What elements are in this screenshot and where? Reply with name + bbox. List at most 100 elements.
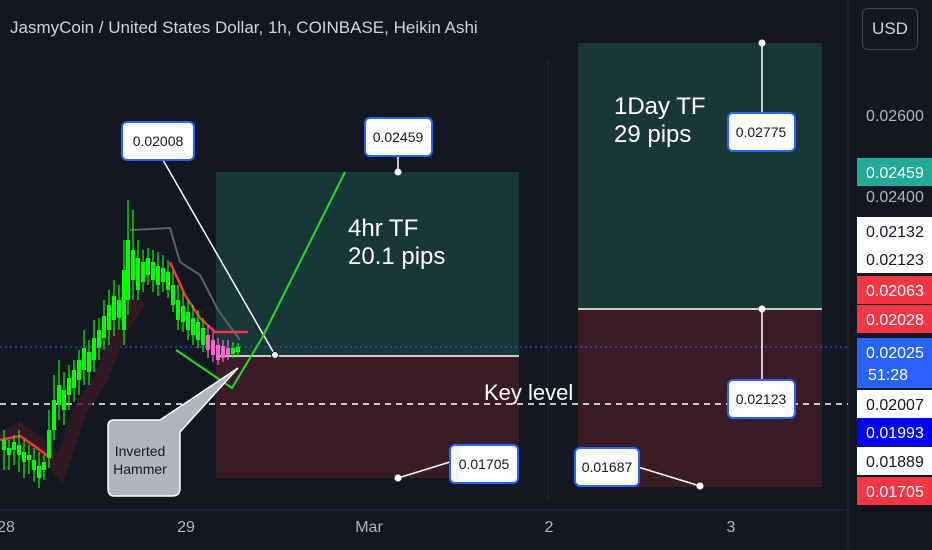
price-label-text-9: 0.01705 [866,484,924,501]
price-scale[interactable]: 0.02459 0.02132 0.02123 0.02063 0.02028 0.020… [857,158,932,505]
candle [97,318,101,360]
anchor-01687[interactable] [696,482,704,490]
callout-02123[interactable]: 0.02123 [727,379,796,419]
inverted-hammer-callout[interactable]: Inverted Hammer [107,367,239,497]
callout-connector-01687 [637,466,701,487]
candle [216,338,220,365]
price-label-text-8: 0.01889 [866,454,924,471]
projection-line [175,171,346,390]
candle [161,255,165,292]
candle [221,340,225,362]
callout-01687[interactable]: 0.01687 [574,447,640,487]
svg-text:0.01687: 0.01687 [582,459,633,475]
candle [37,452,41,488]
candle [236,343,240,356]
svg-text:0.02459: 0.02459 [373,129,424,145]
candle [186,300,190,340]
candle [201,318,205,352]
callout-02775[interactable]: 0.02775 [727,112,796,152]
candle [191,305,195,345]
candle [72,360,76,402]
svg-text:0.02775: 0.02775 [736,124,787,140]
candle [92,320,96,372]
candle [151,250,155,292]
price-label-text-0: 0.02459 [866,165,924,182]
candle [82,330,86,385]
one-day-profit-zone[interactable] [578,43,822,309]
red-trail-lower [0,434,49,457]
callout-02459[interactable]: 0.02459 [364,117,433,157]
candle [231,342,235,358]
candle [211,332,215,362]
candle [107,290,111,345]
candle [112,280,116,336]
candle [7,440,11,470]
svg-text:0.02123: 0.02123 [736,391,787,407]
inverted-hammer-line1: Inverted [115,443,166,459]
price-label-0[interactable]: 0.02459 [857,158,932,186]
lower-band-shadow [0,296,146,485]
x-tick-2: Mar [355,519,383,536]
candle [87,340,91,385]
candle [166,260,170,298]
callout-connector-01705 [397,461,451,479]
price-label-4[interactable]: 0.02028 [857,305,932,333]
price-label-8[interactable]: 0.01889 [857,447,932,475]
candle [52,375,56,440]
x-tick-1: 29 [177,519,195,536]
four-hour-label-line1: 4hr TF [348,215,418,242]
callout-connector-02008 [162,159,276,356]
svg-text:0.01705: 0.01705 [459,456,510,472]
candle [77,350,81,395]
candle [206,325,210,358]
candle [196,310,200,348]
candle [22,440,26,478]
price-label-9[interactable]: 0.01705 [857,477,932,505]
price-label-3[interactable]: 0.02063 [857,276,932,304]
svg-text:0.02008: 0.02008 [133,133,184,149]
anchor-02775[interactable] [758,39,766,47]
anchor-02459[interactable] [394,168,402,176]
candle [42,455,46,480]
price-label-7[interactable]: 0.01993 [857,418,932,446]
candle [27,445,31,474]
candle [226,340,230,360]
y-tick-0: 0.02600 [866,108,924,125]
candle [136,240,140,300]
price-label-text-4: 0.02028 [866,312,924,329]
price-label-1[interactable]: 0.02132 [857,217,932,245]
candle [126,200,130,315]
candle [57,360,61,420]
candle [176,285,180,330]
four-hour-label-line2: 20.1 pips [348,243,445,270]
candle [17,430,21,472]
candle [181,292,185,332]
one-day-label-line2: 29 pips [614,121,691,148]
price-label-text-1: 0.02132 [866,224,924,241]
price-label-5[interactable]: 0.02025 51:28 [857,338,932,388]
currency-button[interactable]: USD [862,8,918,50]
candle [131,210,135,300]
candle [141,250,145,292]
anchor-02008[interactable] [271,351,279,359]
price-label-2[interactable]: 0.02123 [857,245,932,273]
price-label-6[interactable]: 0.02007 [857,390,932,418]
price-label-countdown: 51:28 [868,367,908,384]
candle [47,410,51,468]
red-trail-upper [168,261,248,334]
anchor-02123[interactable] [758,305,766,313]
callout-02008[interactable]: 0.02008 [121,121,195,161]
candle [32,448,36,482]
anchor-01705[interactable] [394,474,402,482]
callout-01705[interactable]: 0.01705 [449,444,519,484]
price-label-text-3: 0.02063 [866,283,924,300]
candle [102,300,106,350]
candle [62,372,66,425]
candle-series [2,200,240,488]
key-level-label: Key level [484,380,573,405]
candle [67,365,71,410]
candle [146,248,150,285]
four-hour-profit-zone[interactable] [216,172,519,356]
candle [171,270,175,312]
